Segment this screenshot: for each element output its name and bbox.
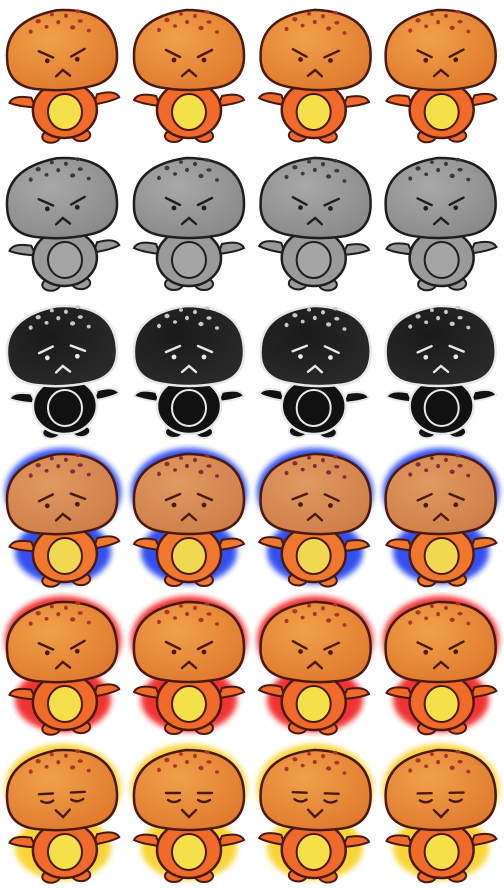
sprite-yellow-glow-happy-3 — [252, 740, 378, 888]
mushroom-sprite-icon — [257, 8, 372, 144]
face-happy — [291, 791, 340, 819]
mushroom-sprite-icon — [5, 8, 121, 144]
sprite-dark-sad-3 — [252, 296, 378, 444]
mushroom-sprite-icon — [383, 596, 499, 736]
sprite-blue-glow-sad-3 — [252, 444, 378, 592]
sprite-red-glow-angry-2 — [126, 592, 252, 740]
sprite-grayscale-angry-2 — [126, 148, 252, 296]
mushroom-sprite-icon — [5, 156, 121, 292]
face-angry — [291, 48, 341, 78]
face-happy — [164, 791, 214, 819]
mushroom-sprite-icon — [5, 304, 121, 440]
face-angry — [37, 47, 86, 78]
mushroom-sprite-icon — [384, 8, 498, 144]
sprite-normal-angry-3 — [252, 0, 378, 148]
face-sad — [291, 344, 340, 374]
mushroom-sprite-icon — [383, 744, 499, 884]
face-sad — [416, 492, 465, 522]
sprite-red-glow-angry-1 — [0, 592, 126, 740]
mushroom-sprite-icon — [5, 448, 121, 588]
sprite-dark-sad-1 — [0, 296, 126, 444]
face-happy — [416, 791, 465, 819]
face-sad — [416, 344, 465, 374]
face-sad — [291, 492, 340, 522]
face-angry — [416, 48, 465, 78]
mushroom-sprite-icon — [131, 744, 247, 883]
mushroom-sprite-icon — [131, 596, 247, 735]
sprite-dark-sad-4 — [378, 296, 504, 444]
sprite-grayscale-angry-3 — [252, 148, 378, 296]
mushroom-sprite-icon — [257, 304, 372, 440]
sprite-red-glow-angry-3 — [252, 592, 378, 740]
face-angry — [164, 196, 214, 226]
sprite-red-glow-angry-4 — [378, 592, 504, 740]
mushroom-sprite-icon — [384, 156, 498, 292]
mushroom-sprite-icon — [257, 744, 373, 884]
face-sad — [164, 344, 214, 374]
face-sad — [164, 492, 214, 522]
sprite-grayscale-angry-1 — [0, 148, 126, 296]
mushroom-sprite-icon — [132, 8, 246, 143]
sprite-normal-angry-4 — [378, 0, 504, 148]
face-angry — [416, 196, 465, 226]
sprite-blue-glow-sad-1 — [0, 444, 126, 592]
mushroom-sprite-icon — [132, 156, 246, 291]
sprite-grayscale-angry-4 — [378, 148, 504, 296]
face-angry — [164, 48, 214, 78]
sprite-normal-angry-2 — [126, 0, 252, 148]
mushroom-sprite-icon — [5, 744, 121, 884]
sprite-yellow-glow-happy-4 — [378, 740, 504, 888]
face-sad — [37, 492, 87, 522]
mushroom-sprite-icon — [383, 448, 499, 588]
face-angry — [164, 640, 214, 670]
face-angry — [37, 639, 86, 670]
mushroom-sprite-icon — [257, 448, 373, 588]
sprite-blue-glow-sad-4 — [378, 444, 504, 592]
sprite-yellow-glow-happy-2 — [126, 740, 252, 888]
sprite-dark-sad-2 — [126, 296, 252, 444]
sprite-blue-glow-sad-2 — [126, 444, 252, 592]
face-happy — [37, 790, 87, 819]
mushroom-sprite-icon — [131, 448, 247, 587]
mushroom-sprite-icon — [5, 596, 121, 736]
face-angry — [37, 195, 86, 226]
mushroom-sprite-icon — [257, 156, 372, 292]
mushroom-sprite-icon — [132, 304, 246, 439]
sprite-normal-angry-1 — [0, 0, 126, 148]
face-angry — [416, 640, 465, 670]
face-angry — [291, 196, 341, 226]
face-angry — [291, 640, 341, 670]
face-sad — [37, 344, 87, 374]
mushroom-sprite-icon — [257, 596, 373, 736]
mushroom-sprite-icon — [384, 304, 498, 440]
sprite-yellow-glow-happy-1 — [0, 740, 126, 888]
